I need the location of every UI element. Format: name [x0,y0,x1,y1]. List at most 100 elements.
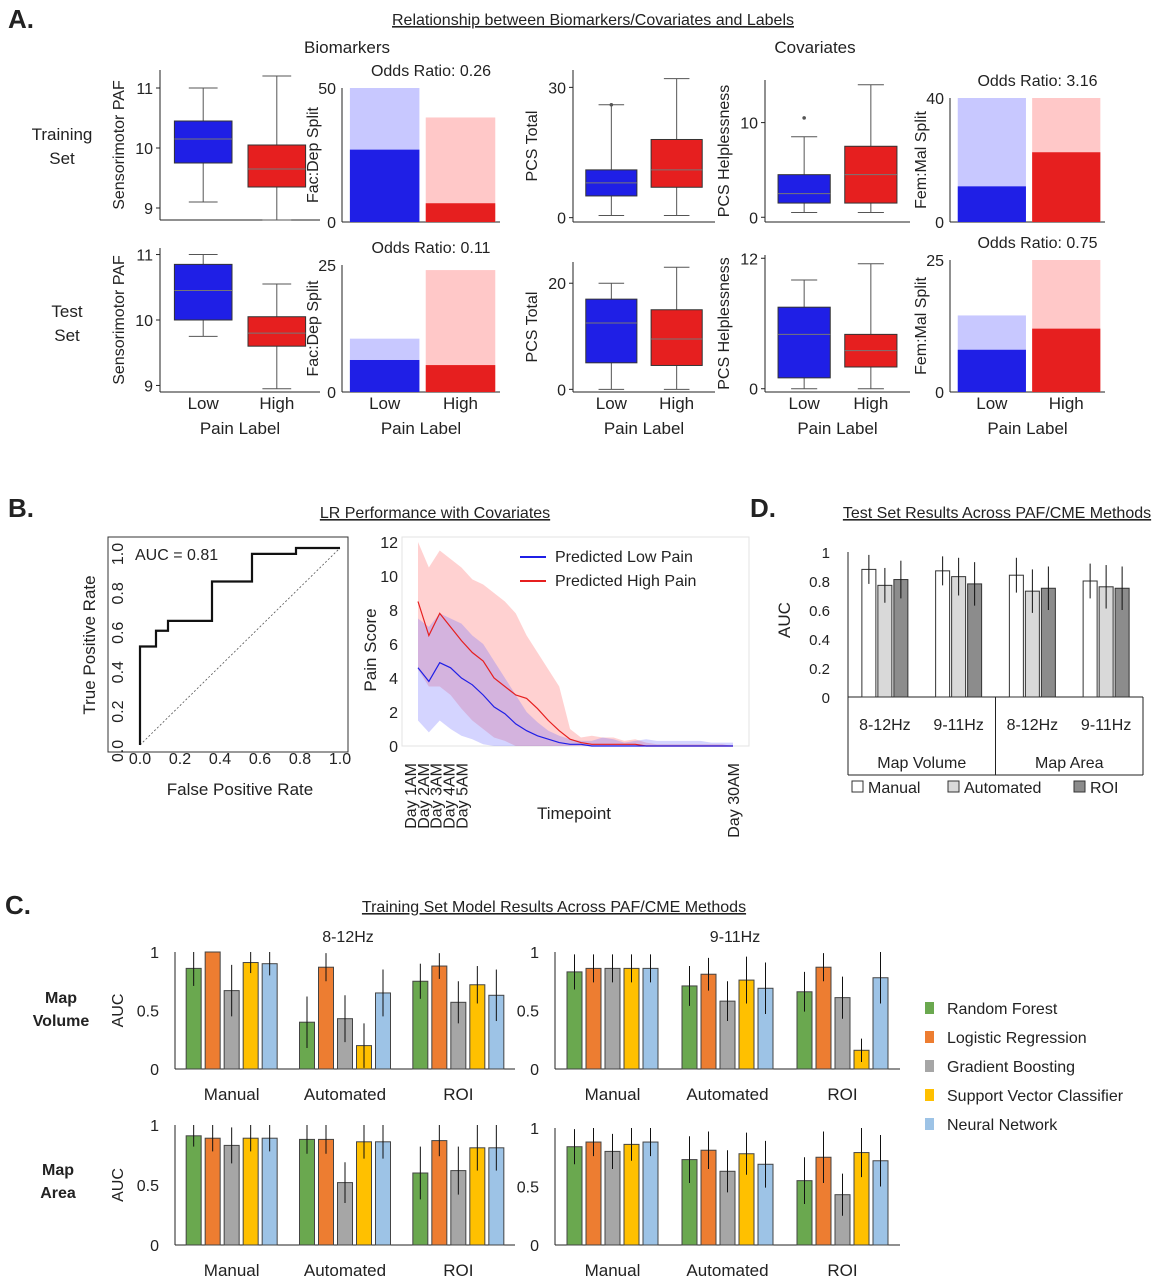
outlier-point [609,102,614,107]
y-tick-label: 10 [135,313,153,330]
legend-label: Predicted Low Pain [555,549,693,566]
x-tick-label: 8-12Hz [859,717,911,734]
panel-d-title: Test Set Results Across PAF/CME Methods [843,505,1151,522]
y-axis-label: AUC [110,994,127,1028]
x-tick-label: 0.4 [209,751,231,768]
model-bar [261,1137,278,1246]
legend-label: Predicted High Pain [555,573,696,590]
model-bar [299,1138,315,1246]
box [247,316,307,347]
model-chart-C-vol-911: 0 0.5 1 Manual Automated ROI [517,945,900,1104]
x-tick-label: ROI [827,1261,857,1280]
bar-split [957,349,1026,392]
legend-label: ROI [1090,780,1118,797]
model-bar [642,967,659,1070]
odds-ratio-label: Odds Ratio: 0.11 [372,240,491,257]
y-tick-label: 0.2 [110,700,127,722]
y-tick-label: 10 [740,116,758,133]
bar-split [349,149,420,222]
model-chart-C-area-911: 0 0.5 1 Manual Automated ROI [517,1121,900,1280]
y-tick-label: 12 [740,251,758,268]
freq-label: 8-12Hz [322,929,374,946]
freq-label: 9-11Hz [710,929,760,946]
box [173,120,233,164]
model-chart-C-area-812: 0 0.5 1 AUC Manual Automated ROI [110,1118,515,1280]
odds-ratio-label: Odds Ratio: 0.75 [977,235,1097,252]
x-axis-label: Pain Label [200,419,280,438]
y-tick-label: 0 [749,210,758,227]
model-bar [318,1138,334,1246]
box-plot-A-test-paf: 9 10 11 Sensorimotor PAF Low High Pain Label [111,248,320,438]
x-tick-label: 1.0 [329,751,351,768]
y-tick-label: 0 [530,1062,539,1079]
box [585,298,638,364]
auc-annotation: AUC = 0.81 [135,547,218,564]
stacked-bar-A-train-femmal: 0 40 Fem:Mal Split Odds Ratio: 3.16 [913,73,1105,232]
x-axis-label: Pain Label [604,419,684,438]
x-tick-label: Low [976,394,1008,413]
box [247,144,307,188]
bar-manual [1008,574,1024,698]
box-plot-A-train-paf: 9 10 11 Sensorimotor PAF [111,70,320,221]
x-axis-label: False Positive Rate [167,780,313,799]
y-tick-label: 0.6 [809,603,830,620]
y-tick-label: 0 [530,1238,539,1255]
x-tick-label: Low [789,394,821,413]
outlier-point [802,116,806,120]
legend-label: Gradient Boosting [947,1059,1075,1076]
row-label-training: Set [49,149,75,168]
roc-curve [138,546,340,745]
x-tick-label: High [259,394,294,413]
y-tick-label: 10 [135,141,153,158]
y-tick-label: 9 [144,378,153,395]
y-tick-label: 1.0 [110,543,127,565]
bar-split [425,365,496,392]
model-chart-C-vol-812: 0 0.5 1 AUC Manual Automated ROI [110,945,515,1104]
model-bar [204,951,221,1070]
y-tick-label: 20 [548,276,566,293]
x-tick-label: Day 30AM [726,763,743,838]
panel-c-title: Training Set Model Results Across PAF/CM… [362,899,746,916]
panel-b-title: LR Performance with Covariates [320,505,550,522]
legend-swatch [925,1002,934,1014]
box-plot-A-test-helpless: 0 12 PCS Helplessness Low High Pain Label [716,251,910,438]
x-tick-label: 9-11Hz [933,717,983,734]
y-axis-label: AUC [110,1168,127,1202]
x-axis-label: Pain Label [797,419,877,438]
group-label: Map Area [1035,755,1104,772]
x-tick-label: ROI [827,1085,857,1104]
bar-split [1032,328,1101,392]
row-label-training: Training [32,125,93,144]
y-axis-label: Pain Score [361,608,380,691]
bar-manual [935,570,951,698]
y-tick-label: 0.8 [809,574,830,591]
y-axis-label: Fem:Mal Split [913,277,930,375]
x-tick-label: 9-11Hz [1081,717,1131,734]
y-tick-label: 0.5 [517,1004,539,1021]
box-plot-A-train-helpless: 0 10 PCS Helplessness [716,80,910,227]
x-tick-label: Low [188,394,220,413]
y-tick-label: 0 [935,215,944,232]
row-label-test: Test [51,302,82,321]
y-tick-label: 8 [389,603,398,620]
row-label-area: Area [40,1185,76,1202]
box [173,263,233,321]
y-tick-label: 1 [530,1121,539,1138]
legend-label: Support Vector Classifier [947,1088,1124,1105]
y-tick-label: 0.2 [809,661,830,678]
box [777,306,831,379]
y-tick-label: 4 [389,671,398,688]
confidence-band [418,613,733,746]
y-tick-label: 0.8 [110,582,127,604]
legend-swatch [925,1118,934,1130]
model-bar [261,963,278,1070]
model-bar [431,1140,448,1246]
y-tick-label: 1 [530,945,539,962]
y-tick-label: 1 [150,945,159,962]
test-set-chart: 0 0.2 0.4 0.6 0.8 1 AUC 8-12Hz 9-11Hz 8-12Hz 9-11H… [775,545,1144,797]
y-axis-label: Fem:Mal Split [913,111,930,209]
model-bar [623,967,640,1070]
y-tick-label: 25 [926,253,944,270]
legend-swatch [925,1031,934,1043]
